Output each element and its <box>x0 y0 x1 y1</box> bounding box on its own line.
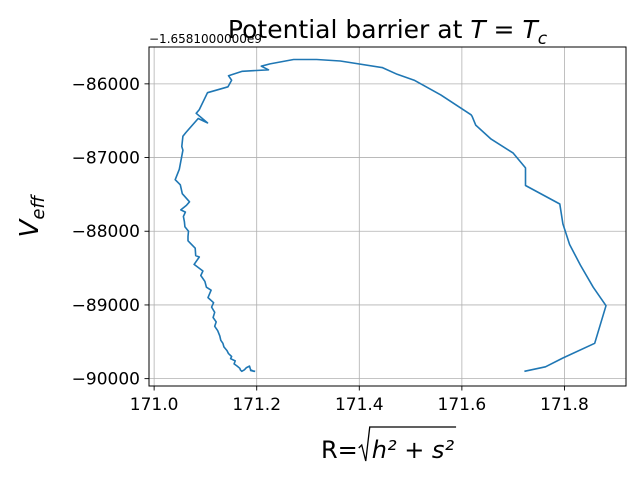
y-axis-label: Veff <box>15 194 49 238</box>
title-sub: c <box>538 29 548 49</box>
series-layer <box>174 58 607 373</box>
series-line <box>174 58 607 373</box>
ticks: 171.0 171.2 171.4 171.6 171.8 −90000 −89000 −88… <box>72 75 589 415</box>
grid <box>149 47 626 386</box>
title-base: Potential barrier at <box>228 15 470 44</box>
y-tick-label: −87000 <box>72 149 140 169</box>
chart-title: Potential barrier at T = Tc <box>228 15 548 49</box>
x-tick-label: 171.2 <box>232 395 281 415</box>
y-tick-label: −88000 <box>72 222 140 242</box>
x-tick-label: 171.8 <box>540 395 589 415</box>
plot-frame <box>148 46 627 387</box>
title-math: T = T <box>470 15 539 44</box>
x-axis-label-prefix: R= <box>321 436 358 464</box>
x-axis-label: R= h² + s² <box>321 426 457 464</box>
sqrt-symbol <box>358 426 457 462</box>
y-axis-label-sub: eff <box>28 194 49 220</box>
y-offset-text: −1.6581000000e9 <box>149 32 262 46</box>
y-tick-label: −90000 <box>72 370 140 390</box>
y-tick-label: −89000 <box>72 296 140 316</box>
x-axis-label-radicand: h² + s² <box>372 436 455 464</box>
y-axis-label-main: V <box>15 217 45 237</box>
x-tick-label: 171.4 <box>335 395 384 415</box>
x-tick-label: 171.6 <box>438 395 487 415</box>
x-tick-label: 171.0 <box>130 395 179 415</box>
y-tick-label: −86000 <box>72 75 140 95</box>
